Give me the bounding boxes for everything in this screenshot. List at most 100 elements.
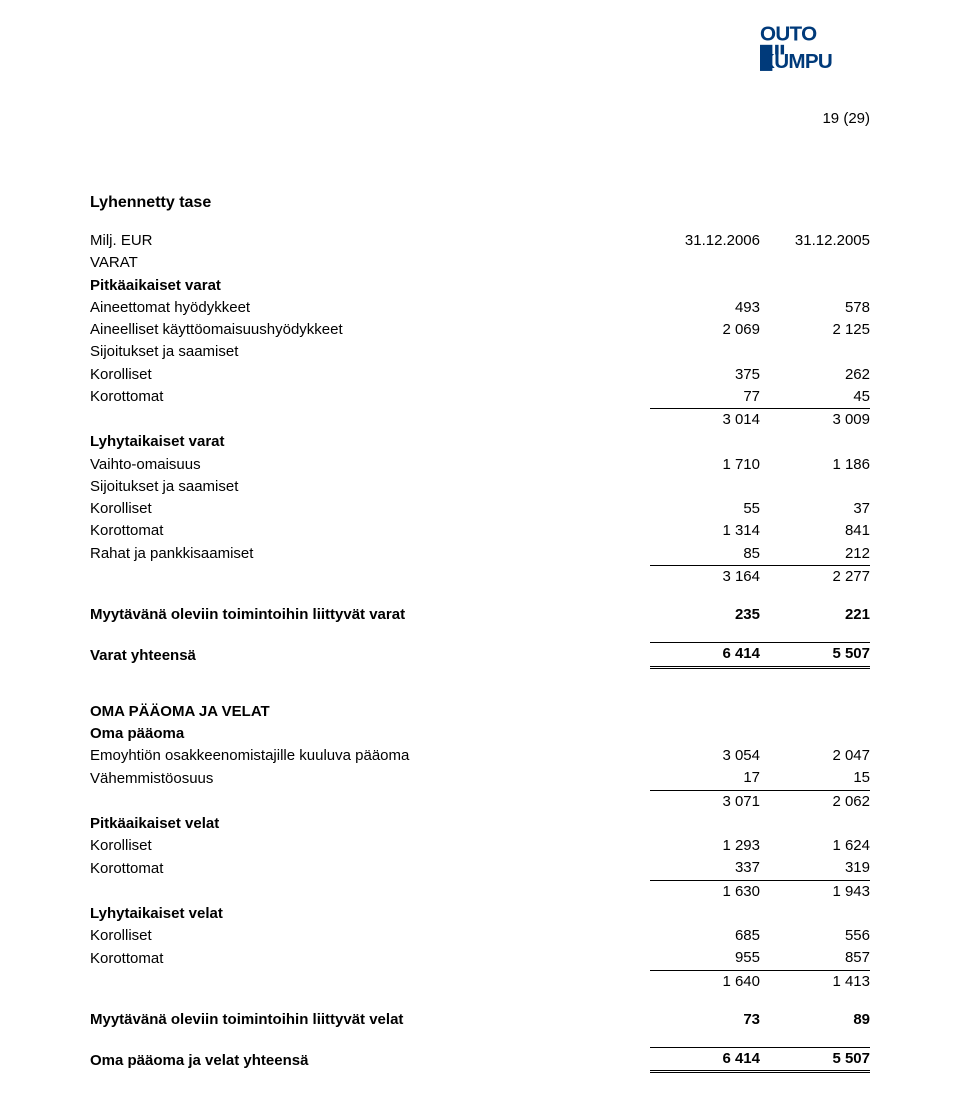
- section-lyhytaikaiset-varat: Lyhytaikaiset varat: [90, 431, 870, 453]
- cell-value: 2 277: [760, 565, 870, 588]
- cell-label: Korottomat: [90, 386, 650, 409]
- cell-value: 2 069: [650, 319, 760, 341]
- cell-value: 556: [760, 925, 870, 947]
- section-oma-paaoma-velat: OMA PÄÄOMA JA VELAT: [90, 701, 870, 723]
- cell-value: 1 943: [760, 880, 870, 903]
- cell-value: 955: [650, 947, 760, 970]
- oma-paaoma-label: Oma pääoma: [90, 723, 650, 745]
- section-pitkaaikaiset-varat: Pitkäaikaiset varat: [90, 275, 870, 297]
- cell-value: 5 507: [760, 643, 870, 667]
- cell-value: 337: [650, 857, 760, 880]
- row-myytavana-velat: Myytävänä oleviin toimintoihin liittyvät…: [90, 1009, 870, 1031]
- cell-label: Korolliset: [90, 364, 650, 386]
- pitkaaikaiset-velat-label: Pitkäaikaiset velat: [90, 813, 650, 835]
- section-oma-paaoma: Oma pääoma: [90, 723, 870, 745]
- cell-value: 73: [650, 1009, 760, 1031]
- row-varat-yhteensa: Varat yhteensä 6 414 5 507: [90, 643, 870, 667]
- svg-text:OUTO: OUTO: [760, 23, 817, 46]
- row-vaihto: Vaihto-omaisuus 1 710 1 186: [90, 454, 870, 476]
- row-sijoitukset2: Sijoitukset ja saamiset: [90, 476, 870, 498]
- row-korottomat3: Korottomat 337 319: [90, 857, 870, 880]
- varat-label: VARAT: [90, 252, 650, 274]
- cell-label: Korottomat: [90, 520, 650, 542]
- cell-label: Korolliset: [90, 498, 650, 520]
- cell-value: 221: [760, 604, 870, 626]
- cell-label: Korottomat: [90, 947, 650, 970]
- cell-label: Vähemmistöosuus: [90, 767, 650, 790]
- cell-label: Korolliset: [90, 835, 650, 857]
- row-korolliset3: Korolliset 1 293 1 624: [90, 835, 870, 857]
- cell-label: Rahat ja pankkisaamiset: [90, 543, 650, 566]
- row-korottomat4: Korottomat 955 857: [90, 947, 870, 970]
- row-oma-velat-yhteensa: Oma pääoma ja velat yhteensä 6 414 5 507: [90, 1048, 870, 1072]
- cell-label: Myytävänä oleviin toimintoihin liittyvät…: [90, 1009, 650, 1031]
- cell-label: Oma pääoma ja velat yhteensä: [90, 1048, 650, 1072]
- row-rahat: Rahat ja pankkisaamiset 85 212: [90, 543, 870, 566]
- cell-value: 45: [760, 386, 870, 409]
- cell-value: 77: [650, 386, 760, 409]
- cell-value: 685: [650, 925, 760, 947]
- cell-label: Korottomat: [90, 857, 650, 880]
- cell-label: Emoyhtiön osakkeenomistajille kuuluva pä…: [90, 745, 650, 767]
- row-sum2: 3 164 2 277: [90, 565, 870, 588]
- cell-label: Aineelliset käyttöomaisuushyödykkeet: [90, 319, 650, 341]
- currency-label: Milj. EUR: [90, 230, 650, 252]
- cell-value: 3 054: [650, 745, 760, 767]
- row-korolliset4: Korolliset 685 556: [90, 925, 870, 947]
- row-emoyhtion: Emoyhtiön osakkeenomistajille kuuluva pä…: [90, 745, 870, 767]
- cell-value: 37: [760, 498, 870, 520]
- row-aineelliset: Aineelliset käyttöomaisuushyödykkeet 2 0…: [90, 319, 870, 341]
- cell-value: 5 507: [760, 1048, 870, 1072]
- cell-value: 2 062: [760, 790, 870, 813]
- cell-label: Vaihto-omaisuus: [90, 454, 650, 476]
- cell-value: 1 710: [650, 454, 760, 476]
- section-varat: VARAT: [90, 252, 870, 274]
- cell-value: 235: [650, 604, 760, 626]
- cell-value: 1 293: [650, 835, 760, 857]
- row-myytavana-varat: Myytävänä oleviin toimintoihin liittyvät…: [90, 604, 870, 626]
- cell-value: 1 314: [650, 520, 760, 542]
- doc-title: Lyhennetty tase: [90, 194, 870, 212]
- row-korottomat1: Korottomat 77 45: [90, 386, 870, 409]
- cell-label: Aineettomat hyödykkeet: [90, 297, 650, 319]
- col-2005: 31.12.2005: [760, 230, 870, 252]
- cell-label: Sijoitukset ja saamiset: [90, 476, 650, 498]
- cell-value: 3 009: [760, 409, 870, 432]
- cell-value: 262: [760, 364, 870, 386]
- row-sum1: 3 014 3 009: [90, 409, 870, 432]
- header-row: Milj. EUR 31.12.2006 31.12.2005: [90, 230, 870, 252]
- cell-value: 17: [650, 767, 760, 790]
- section-lyhytaikaiset-velat: Lyhytaikaiset velat: [90, 903, 870, 925]
- cell-value: 3 164: [650, 565, 760, 588]
- oma-paaoma-velat-label: OMA PÄÄOMA JA VELAT: [90, 701, 650, 723]
- col-2006: 31.12.2006: [650, 230, 760, 252]
- svg-text:KUMPU: KUMPU: [760, 50, 832, 73]
- section-pitkaaikaiset-velat: Pitkäaikaiset velat: [90, 813, 870, 835]
- row-korolliset2: Korolliset 55 37: [90, 498, 870, 520]
- cell-value: 1 186: [760, 454, 870, 476]
- cell-value: 6 414: [650, 1048, 760, 1072]
- cell-value: 6 414: [650, 643, 760, 667]
- cell-label: Myytävänä oleviin toimintoihin liittyvät…: [90, 604, 650, 626]
- balance-sheet-table: Milj. EUR 31.12.2006 31.12.2005 VARAT Pi…: [90, 230, 870, 1073]
- row-sum5: 1 640 1 413: [90, 970, 870, 993]
- cell-value: 841: [760, 520, 870, 542]
- cell-value: 15: [760, 767, 870, 790]
- pitkaaikaiset-varat-label: Pitkäaikaiset varat: [90, 275, 650, 297]
- row-vahemmisto: Vähemmistöosuus 17 15: [90, 767, 870, 790]
- page-number: 19 (29): [822, 110, 870, 127]
- page: OUTO KUMPU 19 (29) Lyhennetty tase Milj.…: [0, 0, 960, 1113]
- cell-value: 375: [650, 364, 760, 386]
- cell-value: 1 640: [650, 970, 760, 993]
- cell-label: Varat yhteensä: [90, 643, 650, 667]
- outokumpu-logo: OUTO KUMPU: [760, 20, 870, 87]
- cell-value: 89: [760, 1009, 870, 1031]
- cell-value: 2 047: [760, 745, 870, 767]
- lyhytaikaiset-varat-label: Lyhytaikaiset varat: [90, 431, 650, 453]
- row-sum3: 3 071 2 062: [90, 790, 870, 813]
- cell-value: 3 014: [650, 409, 760, 432]
- cell-value: 55: [650, 498, 760, 520]
- cell-value: 1 413: [760, 970, 870, 993]
- cell-value: 1 630: [650, 880, 760, 903]
- row-korolliset1: Korolliset 375 262: [90, 364, 870, 386]
